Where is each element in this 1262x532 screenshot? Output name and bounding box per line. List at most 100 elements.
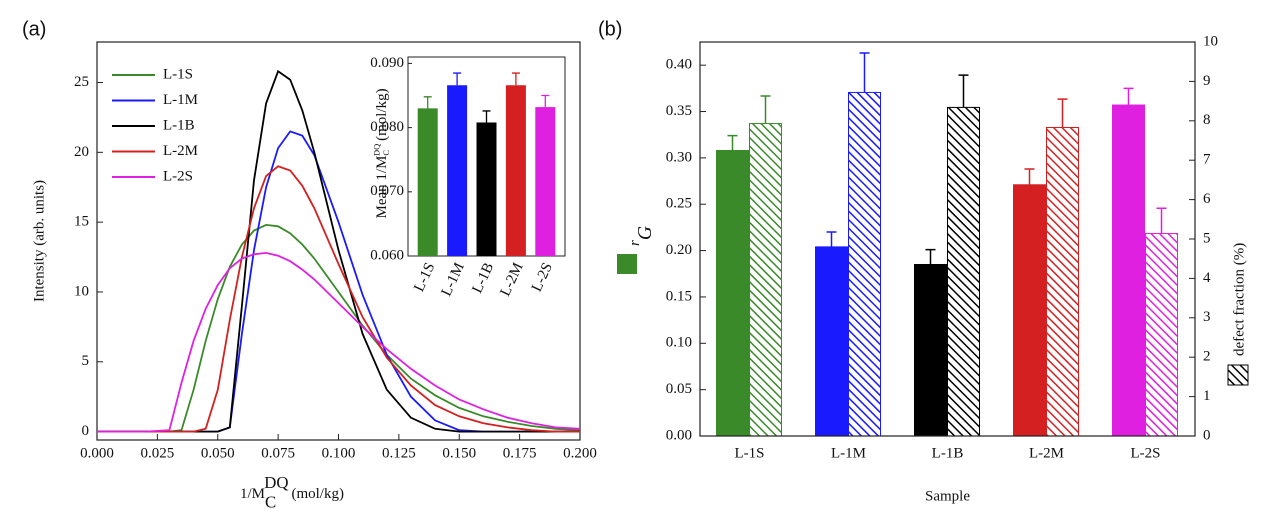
panel-label: (b) <box>598 18 622 40</box>
x-tick-label: L-1S <box>411 260 438 294</box>
y-tick-label: 0.25 <box>666 196 692 212</box>
y-tick-label: 0.15 <box>666 288 692 304</box>
hatched-bar <box>947 106 980 437</box>
legend-label: L-1M <box>163 92 198 108</box>
y2-tick-label: 2 <box>1203 349 1211 365</box>
hatched-bar <box>1145 232 1178 437</box>
y-tick-label: 0.090 <box>370 55 404 71</box>
bar <box>505 85 526 256</box>
y-tick-label: 0.070 <box>370 183 404 199</box>
y-tick-label: 15 <box>74 214 89 230</box>
label-main: 1/M <box>240 486 265 502</box>
x-tick-label: L-2M <box>497 260 526 298</box>
x-tick-label: L-1B <box>469 260 497 295</box>
x-tick-label: 0.100 <box>322 445 356 461</box>
bar <box>476 122 497 256</box>
label-main: Mean 1/M <box>374 156 390 219</box>
error-bar <box>1123 87 1134 106</box>
error-bar <box>1024 168 1035 185</box>
x-tick-label: L-1M <box>831 445 866 461</box>
error-bar <box>1156 207 1167 234</box>
y-tick-label: 5 <box>82 353 90 369</box>
hatched-bar <box>749 123 782 437</box>
y-tick-label: 0.35 <box>666 103 692 119</box>
y-tick-label: 0.10 <box>666 335 692 351</box>
x-tick-label: 0.125 <box>382 445 416 461</box>
y-tick-label: 25 <box>74 74 89 90</box>
bar <box>716 149 749 437</box>
y2-tick-label: 5 <box>1203 230 1211 246</box>
axis-label: 1/MCDQ(mol/kg) <box>240 473 344 511</box>
bar <box>1112 104 1145 437</box>
error-bar <box>541 94 550 108</box>
y2-tick-label: 0 <box>1203 427 1211 443</box>
x-tick-label: 0.025 <box>141 445 175 461</box>
curve <box>97 251 581 433</box>
legend-label: L-1S <box>163 66 193 82</box>
y2-tick-label: 8 <box>1203 112 1211 128</box>
axis-label: rG <box>627 226 655 246</box>
error-bar <box>760 95 771 124</box>
x-tick-label: 0.150 <box>442 445 476 461</box>
x-tick-label: 0.000 <box>80 445 114 461</box>
x-tick-label: L-2S <box>1131 445 1161 461</box>
plot-frame <box>699 41 1196 437</box>
error-bar <box>453 72 462 86</box>
error-bar <box>423 96 432 109</box>
curve <box>97 165 580 433</box>
y-tick-label: 20 <box>74 144 89 160</box>
hatched-bar <box>848 91 881 437</box>
label-sup: DQ <box>264 473 288 492</box>
y2-tick-label: 1 <box>1203 388 1211 404</box>
bar <box>1013 184 1046 437</box>
y-axis-label: Intensity (arb. units) <box>31 180 47 302</box>
y2-tick-label: 7 <box>1203 152 1211 168</box>
y-tick-label: 0.20 <box>666 242 692 258</box>
y-tick-label: 0 <box>82 423 90 439</box>
error-bar <box>511 72 520 86</box>
y-tick-label: 0.080 <box>370 119 404 135</box>
label-unit: (mol/kg) <box>291 486 344 502</box>
x-tick-label: 0.175 <box>503 445 537 461</box>
x-tick-label: L-1S <box>735 445 765 461</box>
bar <box>535 107 556 256</box>
legend-label: L-2S <box>163 168 193 184</box>
error-bar <box>727 134 738 151</box>
legend-label: L-1B <box>163 117 195 133</box>
y2-tick-label: 6 <box>1203 191 1211 207</box>
curve <box>97 223 581 433</box>
error-bar <box>958 74 969 108</box>
y-tick-label: 0.05 <box>666 381 692 397</box>
y-tick-label: 0.40 <box>666 57 692 73</box>
x-axis-label: Sample <box>925 488 970 504</box>
error-bar <box>925 248 936 265</box>
y-tick-label: 0.00 <box>666 427 692 443</box>
x-tick-label: L-1B <box>932 445 964 461</box>
x-tick-label: L-2S <box>529 260 556 294</box>
label-sup: DQ <box>373 144 382 156</box>
y2-axis-label: defect fraction (%) <box>1231 243 1247 356</box>
panel-label: (a) <box>22 18 46 40</box>
y2-tick-label: 9 <box>1203 73 1211 89</box>
label-main: r <box>627 240 643 246</box>
x-tick-label: L-2M <box>1029 445 1064 461</box>
hatched-bar <box>1046 126 1079 437</box>
y-tick-label: 0.060 <box>370 247 404 263</box>
label-sub: C <box>265 492 276 511</box>
x-tick-label: 0.200 <box>563 445 597 461</box>
axis-label: Mean 1/MCDQ (mol/kg) <box>373 88 392 218</box>
bar <box>914 263 947 437</box>
y2-tick-label: 3 <box>1203 309 1211 325</box>
error-bar <box>482 110 491 123</box>
error-bar <box>1057 98 1068 128</box>
bar <box>447 85 468 256</box>
y2-tick-label: 4 <box>1203 270 1211 286</box>
y-tick-label: 0.30 <box>666 149 692 165</box>
legend-label: L-2M <box>163 143 198 159</box>
x-tick-label: 0.075 <box>261 445 295 461</box>
x-tick-label: 0.050 <box>201 445 235 461</box>
bar <box>417 108 438 257</box>
y-tick-label: 10 <box>74 283 89 299</box>
error-bar <box>859 52 870 93</box>
